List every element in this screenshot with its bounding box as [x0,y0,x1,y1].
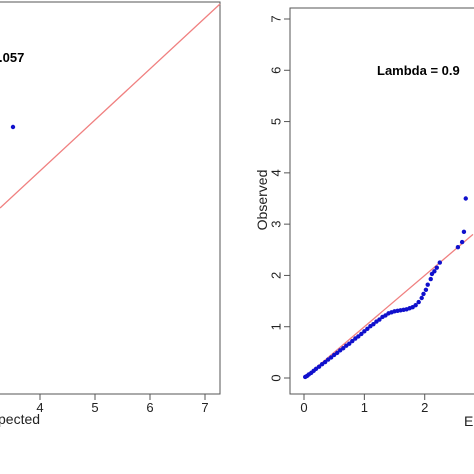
right-data-point [347,341,352,346]
right-data-point [459,239,465,245]
right-x-axis: 0 1 2 [300,394,428,415]
right-data-point [341,346,346,351]
right-data-point [365,326,370,331]
right-data-point [356,334,361,339]
right-y-tick-label: 7 [269,15,284,22]
right-panel: 0 1 2 3 4 5 6 7 0 1 2 Observed E Lambda = 0.9 [254,7,474,429]
right-data-point [350,338,355,344]
left-annotation: .057 [0,50,24,65]
right-data-point [334,350,340,356]
right-y-tick-label: 3 [269,221,284,228]
right-data-point [461,229,467,235]
left-plot-frame [0,1,221,395]
right-y-tick-label: 6 [269,67,284,74]
right-plot-frame [289,7,474,395]
right-data-point [421,291,426,297]
left-x-tick-label: 6 [146,400,153,415]
right-data-point [463,196,468,201]
right-annotation: Lambda = 0.9 [377,63,460,78]
right-data-point [419,295,424,301]
right-data-point [359,331,364,337]
right-y-tick-label: 4 [269,169,284,176]
right-data-point [413,302,418,308]
right-data-point [328,355,334,360]
left-x-tick-label: 5 [91,400,98,415]
right-x-tick-label: 1 [361,400,368,415]
right-data-point [434,265,439,270]
right-data-point [371,321,376,327]
right-data-point [437,260,443,265]
right-data-point [416,299,421,305]
left-x-axis-title: pected [0,411,40,427]
right-data-point [316,364,322,369]
right-data-point [322,359,328,365]
right-data-point [423,287,429,292]
right-plot-area [303,196,474,380]
right-y-axis: 0 1 2 3 4 5 6 7 [269,15,290,382]
right-x-axis-title: E [464,413,473,429]
left-x-tick-label: 4 [36,400,43,415]
right-y-tick-label: 1 [269,323,284,330]
right-data-point [425,282,430,287]
left-reference-line [0,3,221,209]
right-data-point [428,276,433,282]
right-y-tick-label: 2 [269,272,284,279]
right-x-tick-label: 2 [421,400,428,415]
right-data-point [432,269,437,274]
left-x-axis: 4 5 6 7 [36,394,209,415]
left-panel: .057 4 5 6 7 pected [0,1,221,427]
right-data-point [377,317,382,322]
right-data-point [362,329,367,334]
right-y-tick-label: 0 [269,374,284,381]
right-y-axis-title: Observed [254,170,270,231]
right-y-tick-label: 5 [269,118,284,125]
right-x-tick-label: 0 [300,400,307,415]
left-x-tick-label: 7 [201,400,208,415]
right-data-point [455,245,461,250]
left-data-point [10,124,16,130]
